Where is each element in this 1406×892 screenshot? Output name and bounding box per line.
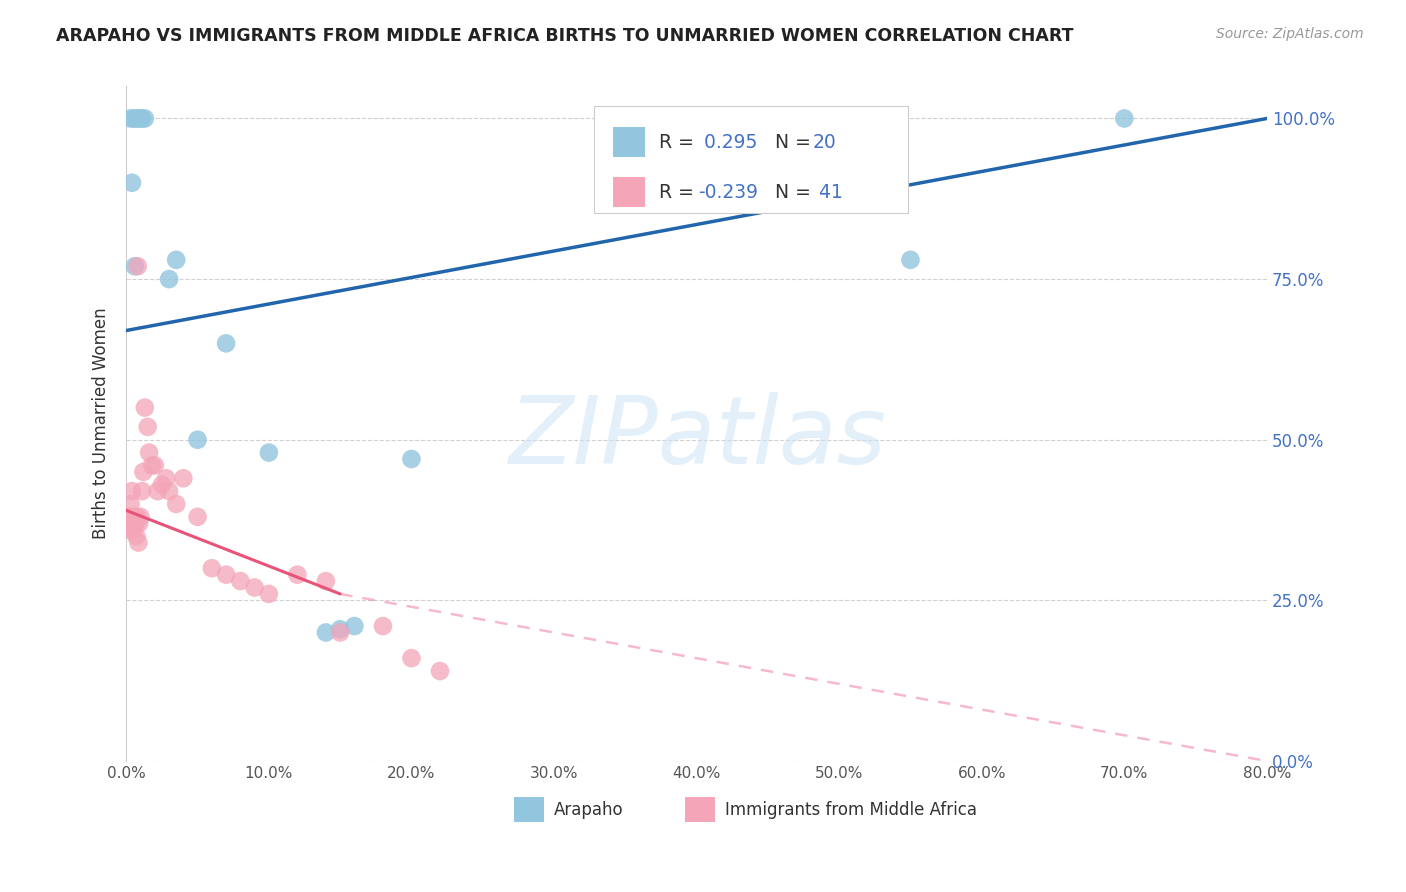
Point [127,259,149,273]
Point [118,516,141,531]
Point [229,574,252,588]
Text: -0.239: -0.239 [697,183,758,202]
Text: R =: R = [659,183,700,202]
Point [131,112,153,126]
Point [134,112,156,126]
Point [150,477,173,491]
Point [401,452,423,467]
Point [120,497,142,511]
FancyBboxPatch shape [685,797,714,822]
Point [187,433,209,447]
Point [257,587,280,601]
Point [125,509,148,524]
Point [120,112,142,126]
Point [157,272,180,286]
Point [143,458,166,473]
Point [131,484,153,499]
Point [343,619,366,633]
Y-axis label: Births to Unmarried Women: Births to Unmarried Women [93,308,110,540]
Point [118,523,141,537]
Point [1114,112,1136,126]
Point [121,176,143,190]
Point [124,259,146,273]
Point [165,497,187,511]
Point [122,112,145,126]
Point [900,252,922,267]
Text: ARAPAHO VS IMMIGRANTS FROM MIDDLE AFRICA BIRTHS TO UNMARRIED WOMEN CORRELATION C: ARAPAHO VS IMMIGRANTS FROM MIDDLE AFRICA… [56,27,1074,45]
Point [127,535,149,549]
Point [401,651,423,665]
Text: R =: R = [659,133,700,152]
Point [165,252,187,267]
Point [329,622,352,636]
Text: Arapaho: Arapaho [554,800,624,819]
Point [141,458,163,473]
Point [129,112,152,126]
Point [128,516,150,531]
Point [315,574,337,588]
Point [155,471,177,485]
Text: Immigrants from Middle Africa: Immigrants from Middle Africa [725,800,977,819]
Text: 20: 20 [813,133,837,152]
Point [371,619,394,633]
Point [129,509,152,524]
Point [121,484,143,499]
Point [172,471,194,485]
FancyBboxPatch shape [515,797,544,822]
Point [136,420,159,434]
Point [201,561,224,575]
Point [125,529,148,543]
Point [215,336,238,351]
Text: N =: N = [775,133,817,152]
Point [124,516,146,531]
Text: 41: 41 [813,183,842,202]
Point [124,509,146,524]
Point [120,509,142,524]
Point [138,445,160,459]
Point [157,484,180,499]
Point [187,509,209,524]
FancyBboxPatch shape [613,128,645,157]
Point [132,465,155,479]
Point [215,567,238,582]
Point [122,516,145,531]
Text: N =: N = [775,183,817,202]
Point [429,664,451,678]
Point [257,445,280,459]
Point [122,523,145,537]
Point [134,401,156,415]
Point [243,581,266,595]
Point [117,509,139,524]
FancyBboxPatch shape [593,106,908,212]
Point [125,112,148,126]
Point [329,625,352,640]
Text: Source: ZipAtlas.com: Source: ZipAtlas.com [1216,27,1364,41]
Point [127,112,149,126]
Point [287,567,309,582]
Text: 0.295: 0.295 [697,133,756,152]
Point [315,625,337,640]
FancyBboxPatch shape [613,178,645,207]
Point [146,484,169,499]
Text: ZIPatlas: ZIPatlas [508,392,886,483]
